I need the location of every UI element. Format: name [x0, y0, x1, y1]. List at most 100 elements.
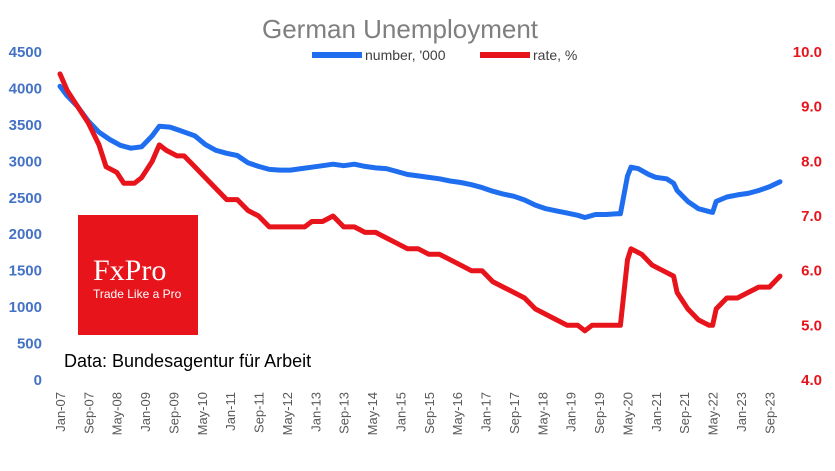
right-tick-label: 6.0: [801, 263, 822, 280]
x-tick-label: May-20: [620, 392, 635, 435]
data-point-number: [407, 174, 408, 175]
right-tick-label: 5.0: [801, 317, 822, 334]
data-point-rate: [226, 199, 227, 200]
data-point-number: [194, 135, 195, 136]
logo-tagline: Trade Like a Pro: [93, 287, 182, 301]
x-tick-label: Jan-09: [138, 392, 153, 432]
x-tick-label: Sep-09: [166, 392, 181, 434]
data-point-rate: [297, 226, 298, 227]
data-point-rate: [780, 276, 781, 277]
right-tick-label: 8.0: [801, 153, 822, 170]
data-point-number: [595, 214, 596, 215]
chart-title: German Unemployment: [262, 14, 539, 44]
right-tick-label: 9.0: [801, 99, 822, 116]
x-tick-label: Jan-11: [223, 392, 238, 431]
x-tick-label: May-08: [110, 392, 125, 435]
data-point-number: [322, 165, 323, 166]
data-point-rate: [205, 177, 206, 178]
fxpro-logo: FxPro Trade Like a Pro: [78, 215, 198, 335]
data-point-rate: [460, 265, 461, 266]
data-point-rate: [545, 314, 546, 315]
data-point-number: [712, 212, 713, 213]
data-point-rate: [248, 210, 249, 211]
data-point-number: [279, 170, 280, 171]
data-point-number: [726, 197, 727, 198]
data-point-rate: [304, 226, 305, 227]
data-point-number: [180, 130, 181, 131]
left-tick-label: 4000: [9, 80, 42, 97]
data-point-number: [258, 166, 259, 167]
data-point-number: [109, 139, 110, 140]
data-point-number: [216, 150, 217, 151]
x-tick-label: Sep-23: [762, 392, 777, 434]
left-tick-label: 500: [17, 336, 42, 353]
data-point-number: [237, 155, 238, 156]
data-point-rate: [584, 330, 585, 331]
legend: number, '000 rate, %: [312, 47, 577, 63]
x-tick-label: Jan-19: [564, 392, 579, 432]
data-point-number: [365, 166, 366, 167]
data-point-rate: [177, 155, 178, 156]
data-point-rate: [290, 226, 291, 227]
x-tick-label: Jan-15: [393, 392, 408, 432]
data-point-rate: [237, 199, 238, 200]
x-axis-ticks: Jan-07 Sep-07 May-08 Jan-09 Sep-09 May-10 Jan-…: [53, 392, 777, 435]
data-point-rate: [60, 73, 61, 74]
data-point-rate: [687, 308, 688, 309]
x-tick-label: Sep-17: [507, 392, 522, 434]
logo-wordmark: FxPro: [93, 254, 166, 287]
data-point-number: [159, 126, 160, 127]
data-point-number: [141, 146, 142, 147]
x-tick-label: Sep-15: [422, 392, 437, 434]
x-tick-label: May-14: [365, 392, 380, 435]
x-tick-label: Sep-19: [592, 392, 607, 434]
data-point-number: [60, 86, 61, 87]
data-point-rate: [269, 226, 270, 227]
series-layer: [57, 71, 783, 334]
data-point-rate: [716, 308, 717, 309]
data-point-rate: [652, 265, 653, 266]
left-tick-label: 2000: [9, 226, 42, 243]
data-point-number: [577, 215, 578, 216]
data-point-number: [514, 196, 515, 197]
data-point-number: [120, 145, 121, 146]
data-point-rate: [418, 248, 419, 249]
data-point-rate: [492, 281, 493, 282]
data-point-rate: [698, 319, 699, 320]
data-point-rate: [407, 248, 408, 249]
data-point-number: [450, 181, 451, 182]
data-point-rate: [663, 270, 664, 271]
legend-label-rate: rate, %: [533, 47, 577, 63]
data-point-rate: [439, 254, 440, 255]
data-point-number: [769, 186, 770, 187]
data-point-rate: [428, 254, 429, 255]
data-point-rate: [602, 325, 603, 326]
x-tick-label: Sep-11: [252, 392, 267, 433]
data-point-number: [524, 200, 525, 201]
x-tick-label: May-22: [706, 392, 721, 435]
data-point-number: [638, 168, 639, 169]
x-tick-label: Jan-07: [53, 392, 68, 432]
data-point-number: [535, 205, 536, 206]
data-point-number: [290, 170, 291, 171]
data-point-rate: [758, 287, 759, 288]
data-point-number: [471, 184, 472, 185]
data-point-number: [386, 168, 387, 169]
data-point-rate: [159, 144, 160, 145]
data-point-rate: [343, 226, 344, 227]
data-point-number: [584, 217, 585, 218]
data-point-number: [655, 177, 656, 178]
data-point-number: [666, 178, 667, 179]
left-tick-label: 1000: [9, 299, 42, 316]
data-point-number: [737, 194, 738, 195]
data-point-number: [460, 182, 461, 183]
left-tick-label: 1500: [9, 263, 42, 280]
data-point-number: [620, 213, 621, 214]
data-point-rate: [396, 243, 397, 244]
data-point-rate: [748, 292, 749, 293]
data-point-number: [492, 191, 493, 192]
data-point-rate: [354, 226, 355, 227]
data-point-rate: [450, 259, 451, 260]
data-point-number: [627, 175, 628, 176]
